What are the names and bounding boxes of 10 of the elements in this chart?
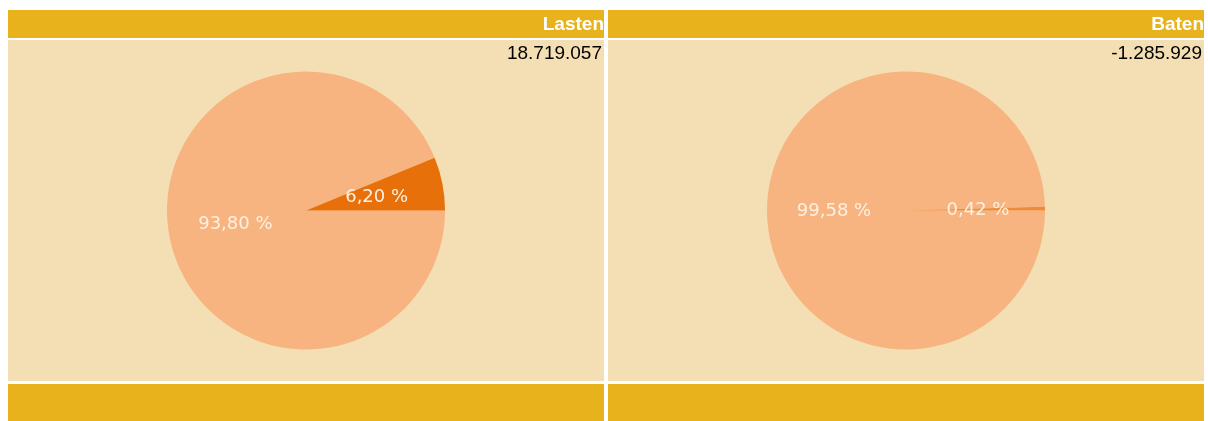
pie-slice xyxy=(767,71,1045,350)
data-label: 93,80 % xyxy=(198,212,273,234)
data-label: 99,58 % xyxy=(796,199,872,221)
text: Baten xyxy=(608,10,1204,38)
pie-slice xyxy=(306,157,445,211)
text: Lasten xyxy=(8,10,604,38)
text: -1.285.929 xyxy=(1111,42,1202,64)
text: 18.719.057 xyxy=(506,42,602,64)
data-label: 6,20 % xyxy=(345,184,409,206)
pie-slice xyxy=(167,71,445,350)
